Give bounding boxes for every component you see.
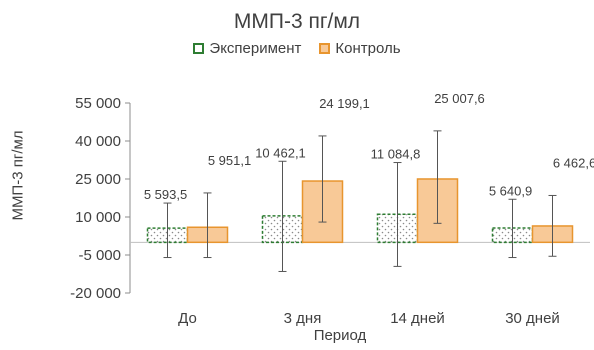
legend-item-experiment: Эксперимент (193, 40, 301, 57)
x-axis-title: Период (313, 327, 367, 344)
data-label-experiment: 10 462,1 (255, 145, 306, 160)
legend-swatch-experiment (193, 43, 205, 54)
y-tick-label: 55 000 (75, 95, 121, 112)
data-label-experiment: 5 640,9 (489, 183, 532, 198)
chart-title: ММП-3 пг/мл (233, 10, 361, 33)
x-tick-label: 14 дней (390, 310, 445, 327)
x-tick-label: До (178, 310, 197, 327)
data-label-control: 25 007,6 (434, 91, 485, 106)
legend-swatch-control (319, 43, 331, 54)
data-label-experiment: 5 593,5 (144, 187, 187, 202)
y-tick-label: 10 000 (75, 209, 121, 226)
legend-label-experiment: Эксперимент (209, 40, 302, 57)
legend-item-control: Контроль (319, 40, 401, 57)
y-tick-label: 40 000 (75, 133, 121, 150)
y-tick-label: 25 000 (75, 171, 121, 188)
data-label-control: 5 951,1 (208, 153, 251, 168)
y-tick-label: -20 000 (70, 285, 121, 302)
data-label-control: 24 199,1 (319, 96, 370, 111)
y-tick-label: -5 000 (78, 247, 121, 264)
legend-label-control: Контроль (335, 40, 401, 57)
x-tick-label: 3 дня (284, 310, 322, 327)
legend: Эксперимент Контроль (0, 40, 594, 57)
data-label-control: 6 462,6 (553, 155, 594, 170)
x-tick-label: 30 дней (505, 310, 560, 327)
data-label-experiment: 11 084,8 (371, 147, 421, 162)
